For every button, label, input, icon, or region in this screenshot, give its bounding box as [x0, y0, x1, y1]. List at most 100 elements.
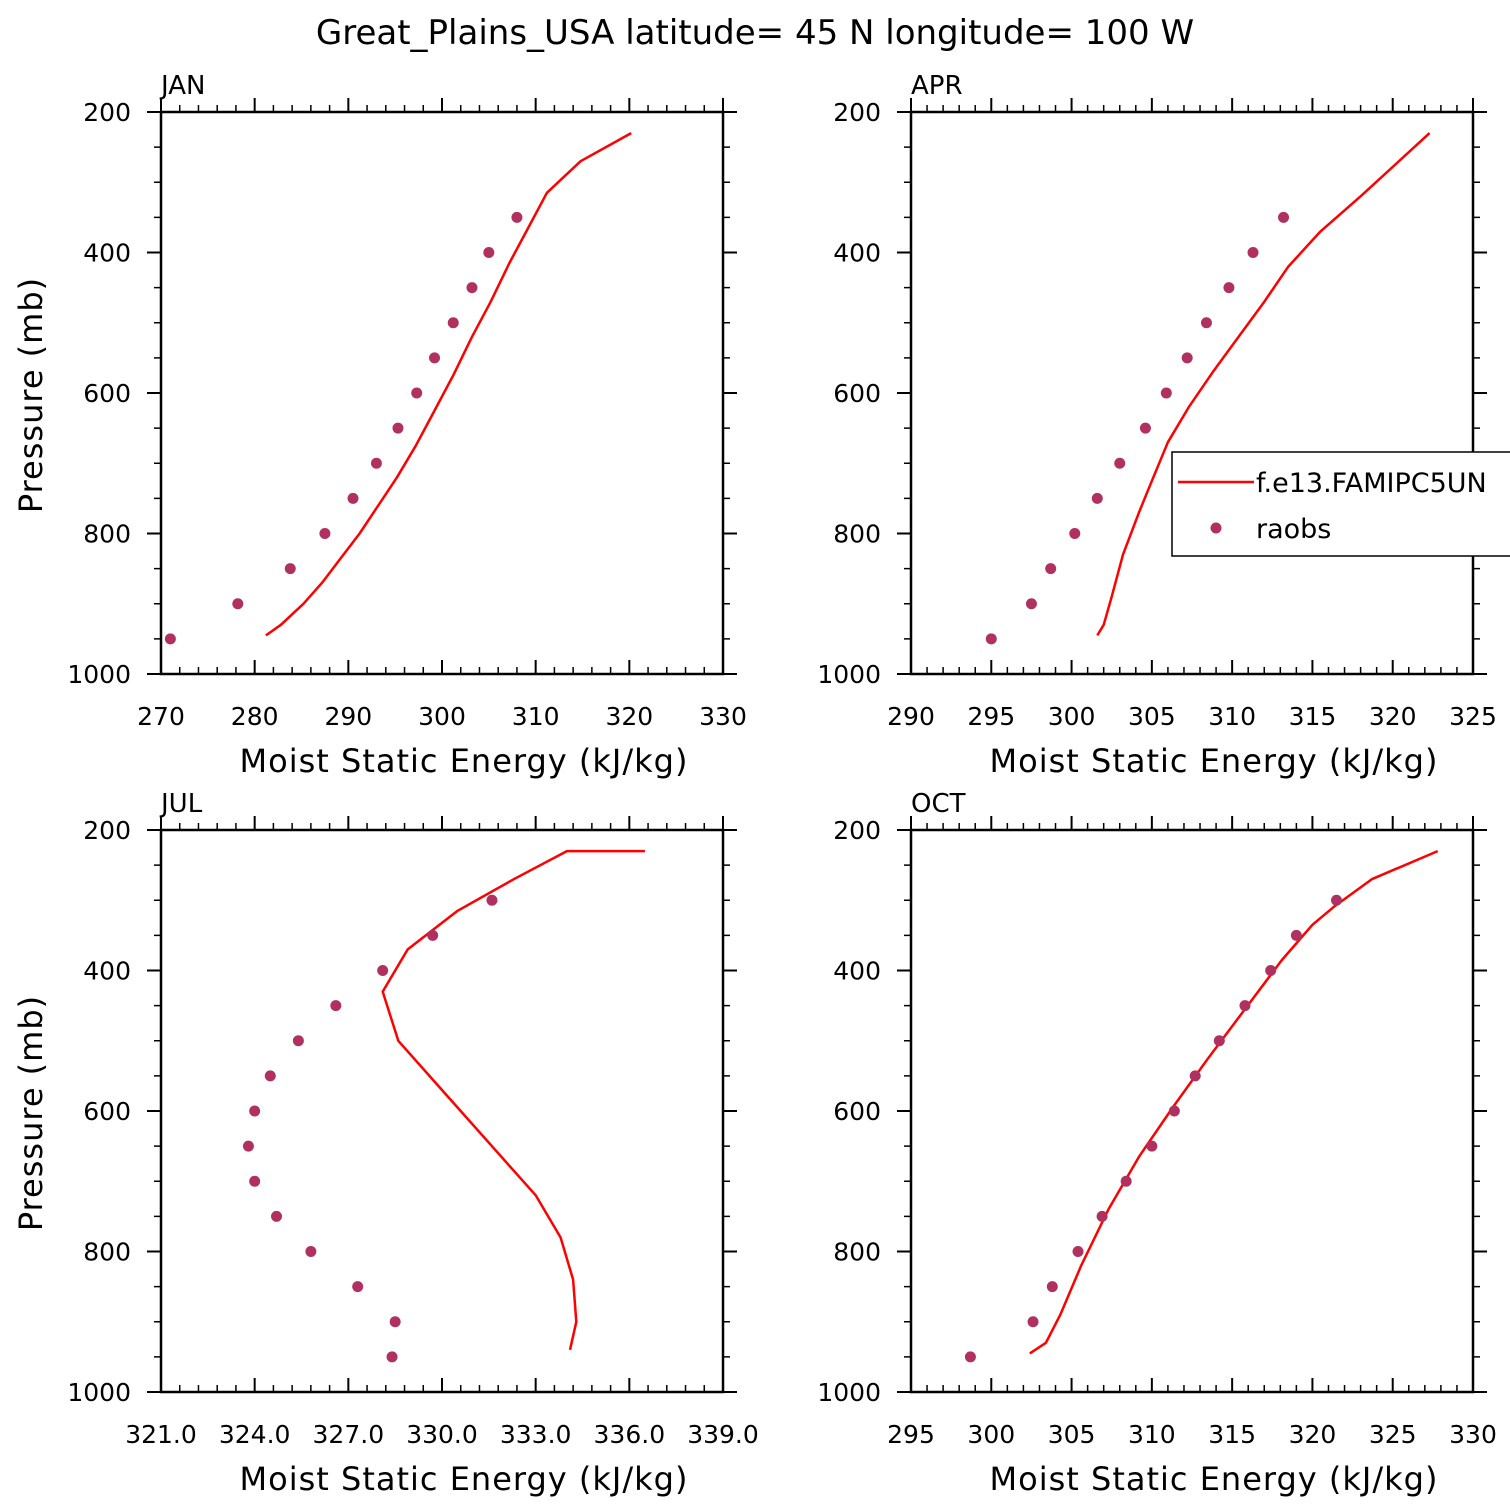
- x-tick-label: 325: [1369, 1420, 1417, 1449]
- plot-frame: [159, 110, 725, 676]
- obs-point: [1096, 1210, 1108, 1222]
- obs-point: [1139, 422, 1151, 434]
- x-tick-label: 315: [1289, 702, 1337, 731]
- obs-point: [1239, 1000, 1251, 1012]
- obs-point: [1189, 1070, 1201, 1082]
- x-tick-label: 315: [1208, 1420, 1256, 1449]
- plot-frame: [909, 110, 1475, 676]
- obs-point: [1181, 352, 1193, 364]
- obs-point: [427, 929, 439, 941]
- obs-point: [486, 894, 498, 906]
- x-tick-label: 270: [137, 702, 185, 731]
- obs-point: [1278, 211, 1290, 223]
- model-profile-line: [1096, 132, 1431, 637]
- panel-jul: JUL 321.0 324.0 327.0 330.0 333.0 336.0 339.0 20…: [12, 789, 759, 1498]
- obs-point: [429, 352, 441, 364]
- plot-frame: [159, 828, 725, 1394]
- panel-apr: APR 290 295 300 305 310 315 320 325 200 400 600 800 1…: [817, 71, 1496, 780]
- model-profile-line: [265, 132, 632, 637]
- x-tick-label: 310: [1208, 702, 1256, 731]
- obs-point: [511, 211, 523, 223]
- panels: JAN 270 280 290 300 310 320 330 200 400 600 800 1000…: [12, 71, 1497, 1498]
- x-tick-label: 305: [1128, 702, 1176, 731]
- x-tick-label: 300: [967, 1420, 1015, 1449]
- y-axis-label: Pressure (mb): [12, 277, 50, 513]
- y-tick-label: 1000: [817, 660, 881, 689]
- obs-point: [330, 1000, 342, 1012]
- y-tick-label: 400: [83, 957, 131, 986]
- legend-model-label: f.e13.FAMIPC5UN: [1256, 468, 1487, 499]
- panel-label: APR: [911, 71, 963, 101]
- x-tick-label: 300: [1048, 702, 1096, 731]
- legend-obs-label: raobs: [1256, 514, 1331, 545]
- x-tick-label: 290: [324, 702, 372, 731]
- obs-point: [284, 563, 296, 575]
- y-tick-label: 200: [83, 98, 131, 127]
- obs-point: [985, 633, 997, 645]
- figure-title: Great_Plains_USA latitude= 45 N longitud…: [316, 13, 1194, 53]
- panel-oct: OCT 295 300 305 310 315 320 325 330 200 400 600 800 1…: [817, 789, 1496, 1498]
- x-axis-label: Moist Static Energy (kJ/kg): [990, 1460, 1439, 1498]
- model-profile-line: [1029, 849, 1439, 1355]
- y-tick-label: 1000: [817, 1378, 881, 1407]
- x-tick-label: 339.0: [687, 1420, 759, 1449]
- panel-label: JAN: [159, 71, 205, 101]
- y-tick-label: 200: [83, 816, 131, 845]
- obs-point: [466, 282, 478, 294]
- obs-point: [1025, 598, 1037, 610]
- legend: f.e13.FAMIPC5UN raobs: [1171, 451, 1510, 557]
- obs-point: [1114, 457, 1126, 469]
- obs-point: [1045, 563, 1057, 575]
- obs-point: [389, 1316, 401, 1328]
- y-tick-label: 200: [833, 98, 881, 127]
- plot-frame: [909, 828, 1475, 1394]
- x-axis-label: Moist Static Energy (kJ/kg): [240, 1460, 689, 1498]
- obs-point: [264, 1070, 276, 1082]
- obs-point: [1168, 1105, 1180, 1117]
- obs-point: [164, 633, 176, 645]
- y-tick-label: 800: [833, 520, 881, 549]
- obs-point: [232, 598, 244, 610]
- model-profile-line: [381, 849, 645, 1351]
- x-tick-label: 295: [887, 1420, 935, 1449]
- x-tick-label: 330: [699, 702, 747, 731]
- x-tick-label: 310: [512, 702, 560, 731]
- x-axis-label: Moist Static Energy (kJ/kg): [990, 742, 1439, 780]
- panel-jan: JAN 270 280 290 300 310 320 330 200 400 600 800 1000…: [12, 71, 747, 780]
- y-tick-label: 400: [833, 239, 881, 268]
- obs-point: [1265, 965, 1277, 976]
- obs-point: [411, 387, 423, 399]
- panel-label: OCT: [911, 789, 966, 819]
- obs-point: [249, 1175, 261, 1187]
- x-tick-label: 290: [887, 702, 935, 731]
- obs-point: [319, 528, 331, 539]
- obs-point: [964, 1351, 976, 1363]
- x-tick-label: 333.0: [500, 1420, 572, 1449]
- x-tick-label: 320: [1369, 702, 1417, 731]
- panel-label: JUL: [159, 789, 203, 819]
- obs-point: [483, 247, 495, 258]
- obs-point: [1069, 528, 1081, 539]
- x-tick-label: 305: [1048, 1420, 1096, 1449]
- obs-point: [370, 457, 382, 469]
- x-tick-label: 325: [1449, 702, 1497, 731]
- obs-point: [242, 1140, 254, 1152]
- x-tick-label: 324.0: [219, 1420, 291, 1449]
- legend-box: [1171, 451, 1510, 557]
- x-axis-label: Moist Static Energy (kJ/kg): [240, 742, 689, 780]
- x-tick-label: 330.0: [406, 1420, 478, 1449]
- obs-point: [1146, 1140, 1158, 1152]
- x-tick-label: 295: [967, 702, 1015, 731]
- y-tick-label: 400: [83, 239, 131, 268]
- y-tick-label: 600: [83, 379, 131, 408]
- x-tick-label: 320: [1289, 1420, 1337, 1449]
- y-tick-label: 600: [833, 1097, 881, 1126]
- obs-point: [1331, 894, 1343, 906]
- obs-point: [292, 1035, 304, 1047]
- obs-point: [249, 1105, 261, 1117]
- y-tick-label: 800: [83, 1238, 131, 1267]
- obs-point: [1200, 317, 1212, 329]
- obs-point: [447, 317, 459, 329]
- y-tick-label: 1000: [67, 1378, 131, 1407]
